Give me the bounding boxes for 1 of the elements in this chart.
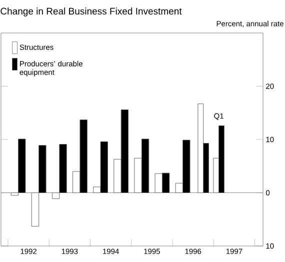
chart-title: Change in Real Business Fixed Investment: [0, 8, 182, 16]
